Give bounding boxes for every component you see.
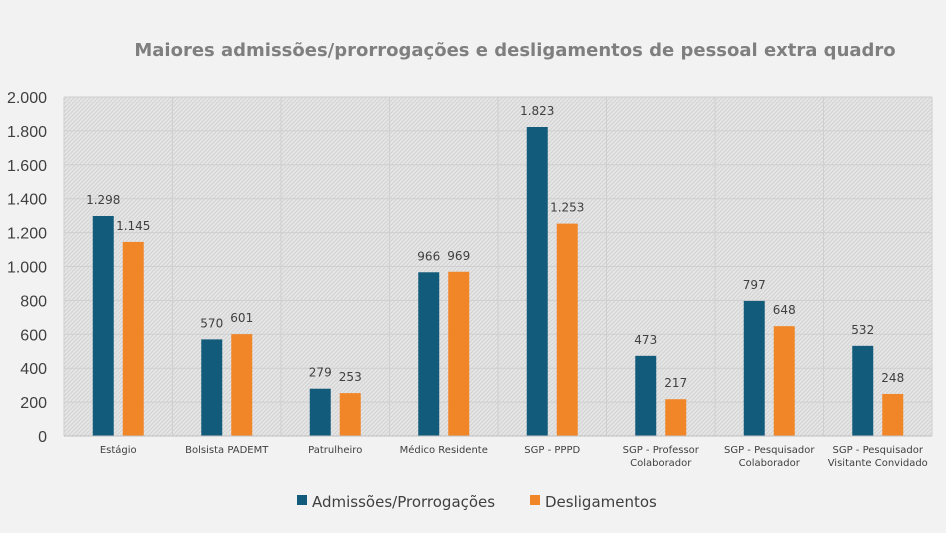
y-axis: 0 200 400 600 800 1.000 1.200 1.400 1.600 1.800 2.… xyxy=(7,90,47,446)
bar xyxy=(339,393,361,436)
y-tick-label: 600 xyxy=(20,327,47,344)
x-tick-label: SGP - PPPD xyxy=(524,445,580,456)
x-tick-label: SGP - Pesquisador xyxy=(832,445,923,456)
y-tick-label: 1.200 xyxy=(7,226,47,243)
y-tick-label: 1.600 xyxy=(7,158,47,175)
data-label: 1.298 xyxy=(86,193,120,207)
data-label: 217 xyxy=(664,376,687,390)
data-label: 473 xyxy=(634,333,657,347)
data-label: 253 xyxy=(339,370,362,384)
x-tick-label: Colaborador xyxy=(630,458,692,469)
data-label: 570 xyxy=(200,316,223,330)
bar xyxy=(665,399,687,436)
bar xyxy=(635,355,657,436)
x-tick-label: Estágio xyxy=(100,444,137,456)
data-label: 1.253 xyxy=(550,201,584,215)
bar xyxy=(418,272,440,436)
data-label: 532 xyxy=(851,323,874,337)
bar xyxy=(201,339,223,436)
x-tick-label: SGP - Professor xyxy=(623,445,700,456)
bar xyxy=(309,388,331,436)
bar xyxy=(773,326,795,436)
bar xyxy=(852,345,874,436)
x-tick-label: Visitante Convidado xyxy=(828,458,928,469)
y-tick-label: 1.800 xyxy=(7,124,47,141)
y-tick-label: 200 xyxy=(20,395,47,412)
bar xyxy=(526,127,548,437)
x-tick-label: Patrulheiro xyxy=(308,445,362,456)
y-tick-label: 2.000 xyxy=(7,90,47,107)
bars xyxy=(92,127,904,437)
data-label: 279 xyxy=(309,366,332,380)
data-labels: 1.298 1.145 570 601 279 253 966 969 1.823 1.253 47… xyxy=(86,104,904,390)
bar xyxy=(92,215,114,436)
bar xyxy=(556,223,578,436)
data-label: 248 xyxy=(881,371,904,385)
bar xyxy=(448,271,470,436)
bar xyxy=(231,334,253,436)
bar xyxy=(122,241,144,436)
legend-swatch xyxy=(530,495,540,505)
data-label: 1.823 xyxy=(520,104,554,118)
y-tick-label: 800 xyxy=(20,293,47,310)
x-tick-label: Bolsista PADEMT xyxy=(185,445,269,456)
y-tick-label: 0 xyxy=(38,429,47,446)
y-tick-label: 1.000 xyxy=(7,260,47,277)
legend-label: Admissões/Prorrogações xyxy=(312,493,495,511)
x-tick-label: Colaborador xyxy=(739,458,801,469)
data-label: 797 xyxy=(743,278,766,292)
data-label: 969 xyxy=(447,249,470,263)
legend-label: Desligamentos xyxy=(545,493,657,511)
data-label: 1.145 xyxy=(116,219,150,233)
data-label: 601 xyxy=(230,311,253,325)
bar xyxy=(882,393,904,436)
legend-swatch xyxy=(297,495,307,505)
y-tick-label: 1.400 xyxy=(7,192,47,209)
x-tick-label: Médico Residente xyxy=(400,444,488,456)
data-label: 966 xyxy=(417,249,440,263)
x-axis: Estágio Bolsista PADEMT Patrulheiro Médico … xyxy=(64,435,932,469)
chart-title: Maiores admissões/prorrogações e desliga… xyxy=(134,40,895,61)
bar xyxy=(743,300,765,436)
legend: Admissões/Prorrogações Desligamentos xyxy=(297,493,657,511)
data-label: 648 xyxy=(773,303,796,317)
x-tick-label: SGP - Pesquisador xyxy=(724,445,815,456)
y-tick-label: 400 xyxy=(20,361,47,378)
